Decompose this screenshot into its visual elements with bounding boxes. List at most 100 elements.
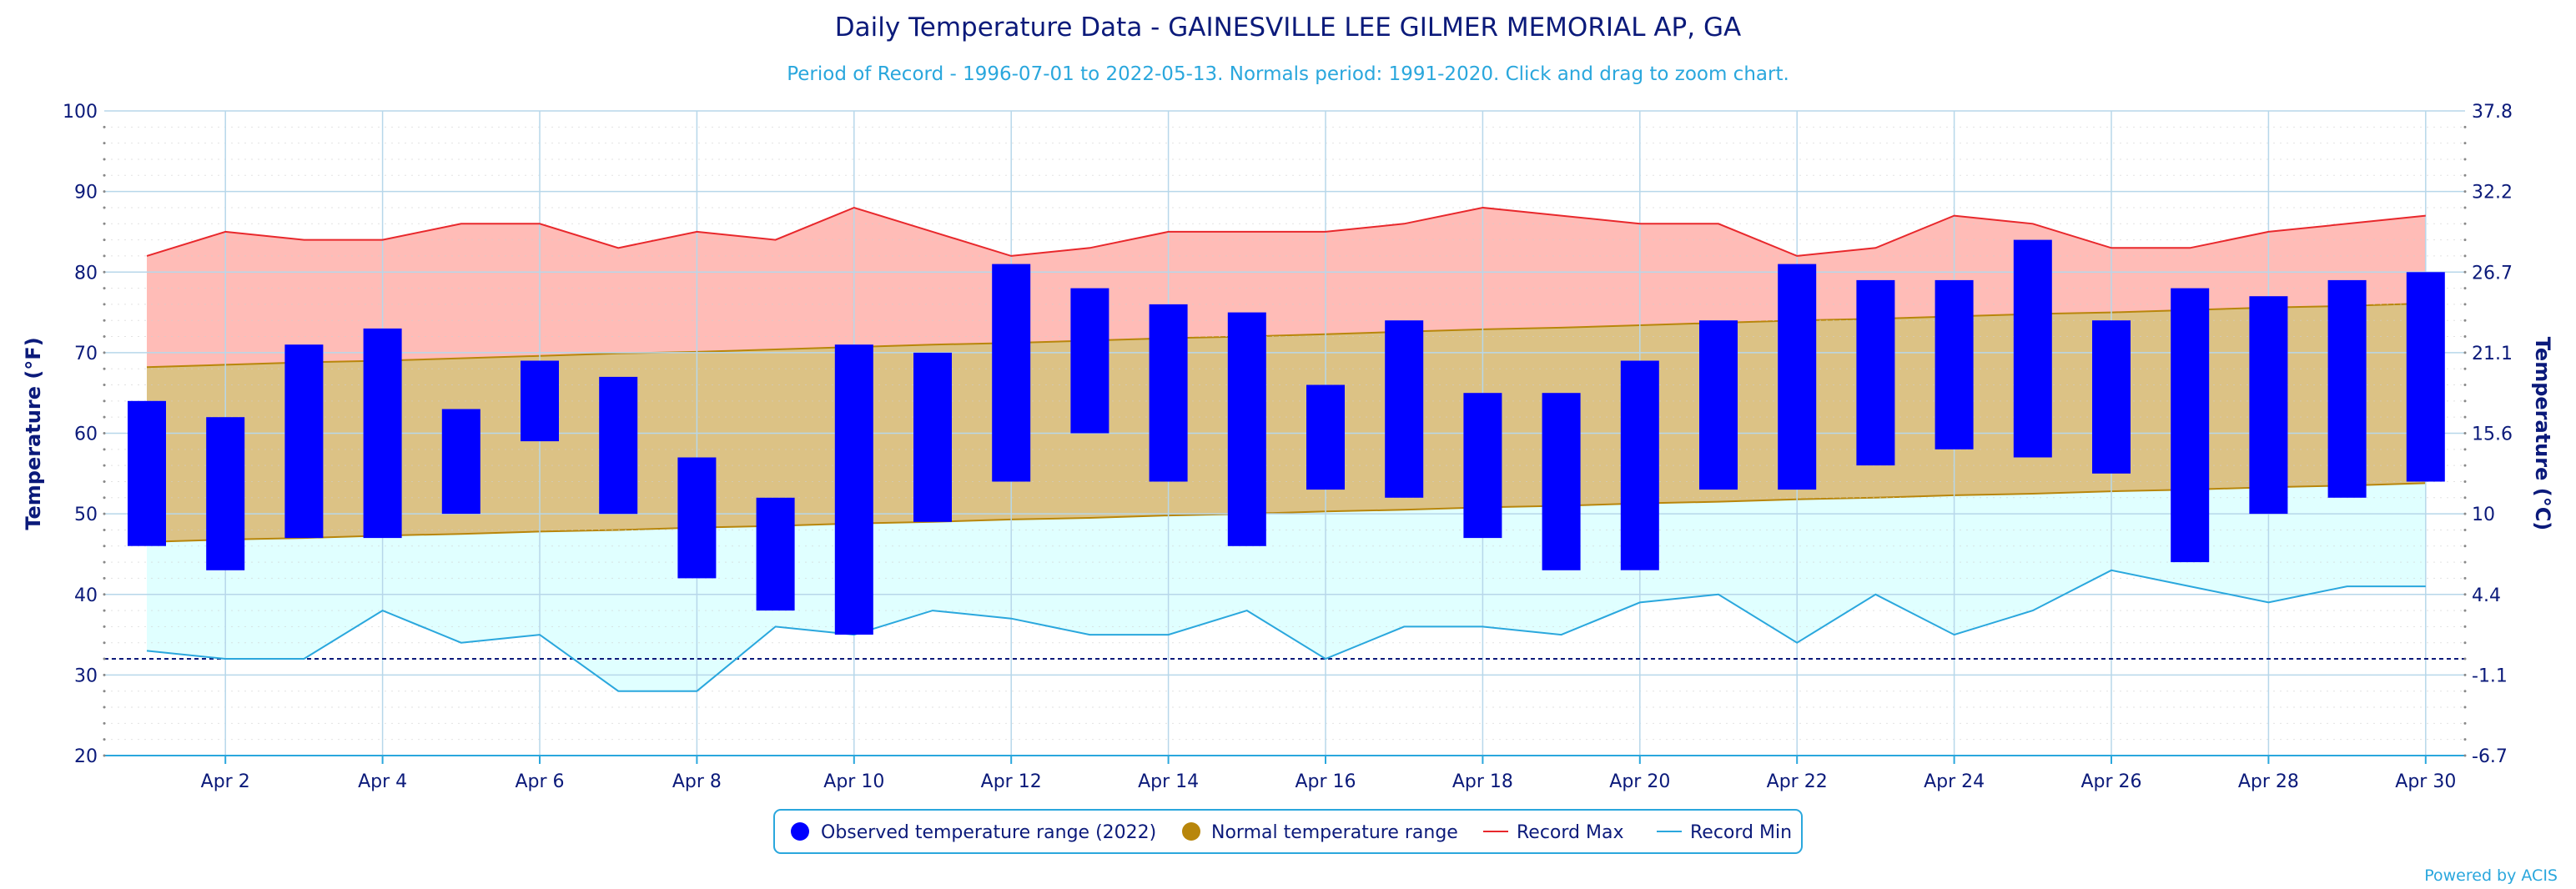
left-axis-minor-tick — [103, 287, 106, 290]
observed-bar[interactable] — [677, 457, 717, 579]
right-axis-minor-tick — [2463, 335, 2467, 339]
right-axis-minor-tick — [2463, 287, 2467, 290]
left-axis-minor-tick — [103, 367, 106, 370]
y-right-tick-label: -1.1 — [2472, 665, 2508, 686]
observed-bar[interactable] — [521, 360, 559, 442]
right-axis-minor-tick — [2463, 721, 2467, 725]
y-tick-label: 100 — [63, 102, 98, 123]
right-axis-minor-tick — [2463, 303, 2467, 306]
left-axis-minor-tick — [103, 721, 106, 725]
observed-bar[interactable] — [128, 400, 166, 546]
temperature-bands — [146, 208, 2426, 691]
observed-bar[interactable] — [599, 376, 638, 515]
left-axis-minor-tick — [103, 254, 106, 258]
observed-bar[interactable] — [2249, 296, 2288, 515]
observed-bar[interactable] — [1778, 264, 1817, 490]
legend-normal-circle-icon — [1182, 822, 1200, 841]
observed-bar[interactable] — [2092, 320, 2131, 474]
left-axis-minor-tick — [103, 303, 106, 306]
observed-bar[interactable] — [2013, 239, 2052, 458]
left-axis-minor-tick — [103, 576, 106, 580]
credit-link[interactable]: Powered by ACIS — [2424, 866, 2558, 885]
x-tick-label: Apr 8 — [672, 771, 722, 792]
axes: 20 30 40 50 60 70 80 90 100 -6.7 -1.1 4.4 10 15.6 21.1… — [63, 102, 2513, 792]
observed-bar[interactable] — [1227, 312, 1266, 546]
x-tick-label: Apr 4 — [358, 771, 407, 792]
legend[interactable]: Observed temperature range (2022) Normal… — [773, 809, 1803, 854]
observed-bar[interactable] — [1385, 320, 1424, 498]
right-axis-minor-tick — [2463, 399, 2467, 403]
left-axis-minor-tick — [103, 190, 106, 193]
left-axis-minor-tick — [103, 625, 106, 628]
legend-observed-circle-icon — [791, 822, 809, 841]
observed-bar[interactable] — [1856, 279, 1895, 466]
observed-bar[interactable] — [756, 497, 795, 611]
left-axis-minor-tick — [103, 560, 106, 564]
right-axis-minor-tick — [2463, 206, 2467, 209]
left-axis-minor-tick — [103, 319, 106, 322]
legend-item-normal[interactable]: Normal temperature range — [1182, 822, 1458, 843]
observed-bars[interactable] — [128, 239, 2445, 635]
right-axis-minor-tick — [2463, 158, 2467, 161]
left-axis-minor-tick — [103, 480, 106, 483]
observed-bar[interactable] — [1306, 384, 1345, 490]
right-axis-minor-tick — [2463, 125, 2467, 128]
record-max-line — [146, 206, 2426, 257]
observed-bar[interactable] — [1699, 320, 1738, 490]
right-axis-minor-tick — [2463, 270, 2467, 274]
record-min-band — [147, 483, 2426, 691]
y-tick-label: 70 — [74, 344, 98, 364]
y-right-tick-label: 21.1 — [2472, 344, 2513, 364]
observed-bar[interactable] — [441, 409, 480, 515]
observed-bar[interactable] — [206, 417, 245, 570]
right-axis-minor-tick — [2463, 641, 2467, 645]
observed-bar[interactable] — [1620, 360, 1659, 570]
chart-subtitle: Period of Record - 1996-07-01 to 2022-05… — [787, 63, 1789, 85]
observed-bar[interactable] — [2327, 279, 2367, 498]
observed-bar[interactable] — [363, 328, 402, 539]
observed-bar[interactable] — [1149, 304, 1188, 482]
observed-bar[interactable] — [1935, 279, 1974, 450]
legend-box — [773, 809, 1803, 854]
observed-bar[interactable] — [913, 352, 952, 522]
observed-bar[interactable] — [992, 264, 1031, 482]
right-axis-minor-tick — [2463, 560, 2467, 564]
chart-title: Daily Temperature Data - GAINESVILLE LEE… — [835, 13, 1741, 43]
record-min-line — [146, 569, 2426, 692]
observed-bar[interactable] — [2171, 288, 2210, 563]
left-axis-minor-tick — [103, 641, 106, 645]
x-tick-label: Apr 10 — [823, 771, 884, 792]
x-tick-label: Apr 2 — [201, 771, 250, 792]
left-axis-minor-tick — [103, 738, 106, 741]
left-axis-minor-tick — [103, 335, 106, 339]
legend-record-min-label: Record Min — [1690, 822, 1792, 843]
left-axis-minor-tick — [103, 673, 106, 676]
right-axis-minor-tick — [2463, 173, 2467, 177]
right-axis-minor-tick — [2463, 367, 2467, 370]
observed-bar[interactable] — [1463, 393, 1502, 539]
observed-bar[interactable] — [284, 344, 324, 539]
right-axis-minor-tick — [2463, 738, 2467, 741]
legend-item-record-max[interactable]: Record Max — [1483, 822, 1624, 843]
observed-bar[interactable] — [1542, 393, 1581, 570]
observed-bar[interactable] — [1070, 288, 1109, 434]
left-axis-minor-tick — [103, 415, 106, 419]
observed-bar[interactable] — [834, 344, 873, 635]
left-axis-minor-tick — [103, 206, 106, 209]
left-axis-minor-tick — [103, 239, 106, 242]
left-axis-minor-tick — [103, 657, 106, 660]
observed-bar[interactable] — [2406, 272, 2445, 482]
right-axis-minor-tick — [2463, 142, 2467, 145]
x-tick-label: Apr 16 — [1295, 771, 1356, 792]
legend-normal-label: Normal temperature range — [1211, 822, 1458, 843]
right-axis-minor-tick — [2463, 239, 2467, 242]
legend-item-observed[interactable]: Observed temperature range (2022) — [791, 822, 1156, 843]
right-axis-minor-tick — [2463, 190, 2467, 193]
legend-item-record-min[interactable]: Record Min — [1657, 822, 1792, 843]
x-tick-label: Apr 30 — [2395, 771, 2456, 792]
right-axis-minor-tick — [2463, 384, 2467, 387]
right-axis-minor-tick — [2463, 673, 2467, 676]
right-axis-minor-tick — [2463, 496, 2467, 500]
x-tick-label: Apr 26 — [2080, 771, 2141, 792]
